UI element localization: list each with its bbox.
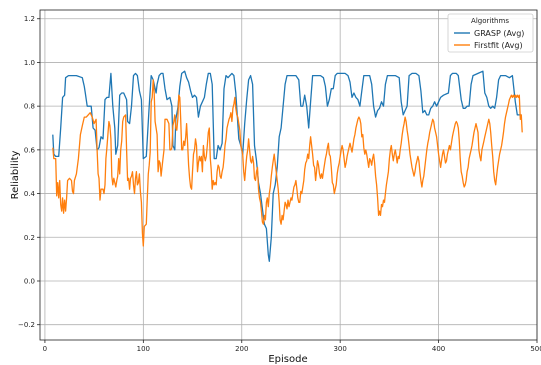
y-axis-label: Reliability: [10, 150, 21, 199]
legend: Algorithms GRASP (Avg) Firstfit (Avg): [447, 13, 534, 53]
x-tick-label: 200: [235, 345, 248, 353]
y-tick-label: 0.8: [24, 103, 35, 111]
y-axis-ticks: −0.2 0.0 0.2 0.4 0.6 0.8 1.0 1.2: [18, 15, 40, 329]
series-lines: [52, 70, 523, 262]
y-tick-label: 0.6: [24, 146, 36, 154]
y-tick-label: 0.4: [24, 190, 36, 198]
x-axis-label: Episode: [268, 354, 307, 365]
x-tick-label: 400: [432, 345, 445, 353]
plot-frame: [39, 9, 538, 341]
legend-entry-grasp: GRASP (Avg): [474, 29, 524, 38]
series-line-grasp: [52, 70, 522, 262]
x-tick-label: 300: [333, 345, 346, 353]
plot-background: [40, 10, 537, 340]
series-line-firstfit: [52, 79, 523, 247]
y-tick-label: 1.0: [24, 59, 35, 67]
x-tick-label: 100: [137, 345, 150, 353]
x-axis-ticks: 0 100 200 300 400 500: [43, 340, 541, 353]
grid-lines: [40, 10, 538, 340]
legend-title: Algorithms: [471, 17, 509, 25]
x-tick-label: 0: [43, 345, 47, 353]
x-tick-label: 500: [530, 345, 541, 353]
legend-box: [447, 13, 534, 53]
y-tick-label: −0.2: [18, 321, 35, 329]
y-tick-label: 0.0: [24, 277, 35, 285]
y-tick-label: 0.2: [24, 234, 35, 242]
legend-entry-firstfit: Firstfit (Avg): [474, 41, 523, 50]
y-tick-label: 1.2: [24, 15, 35, 23]
